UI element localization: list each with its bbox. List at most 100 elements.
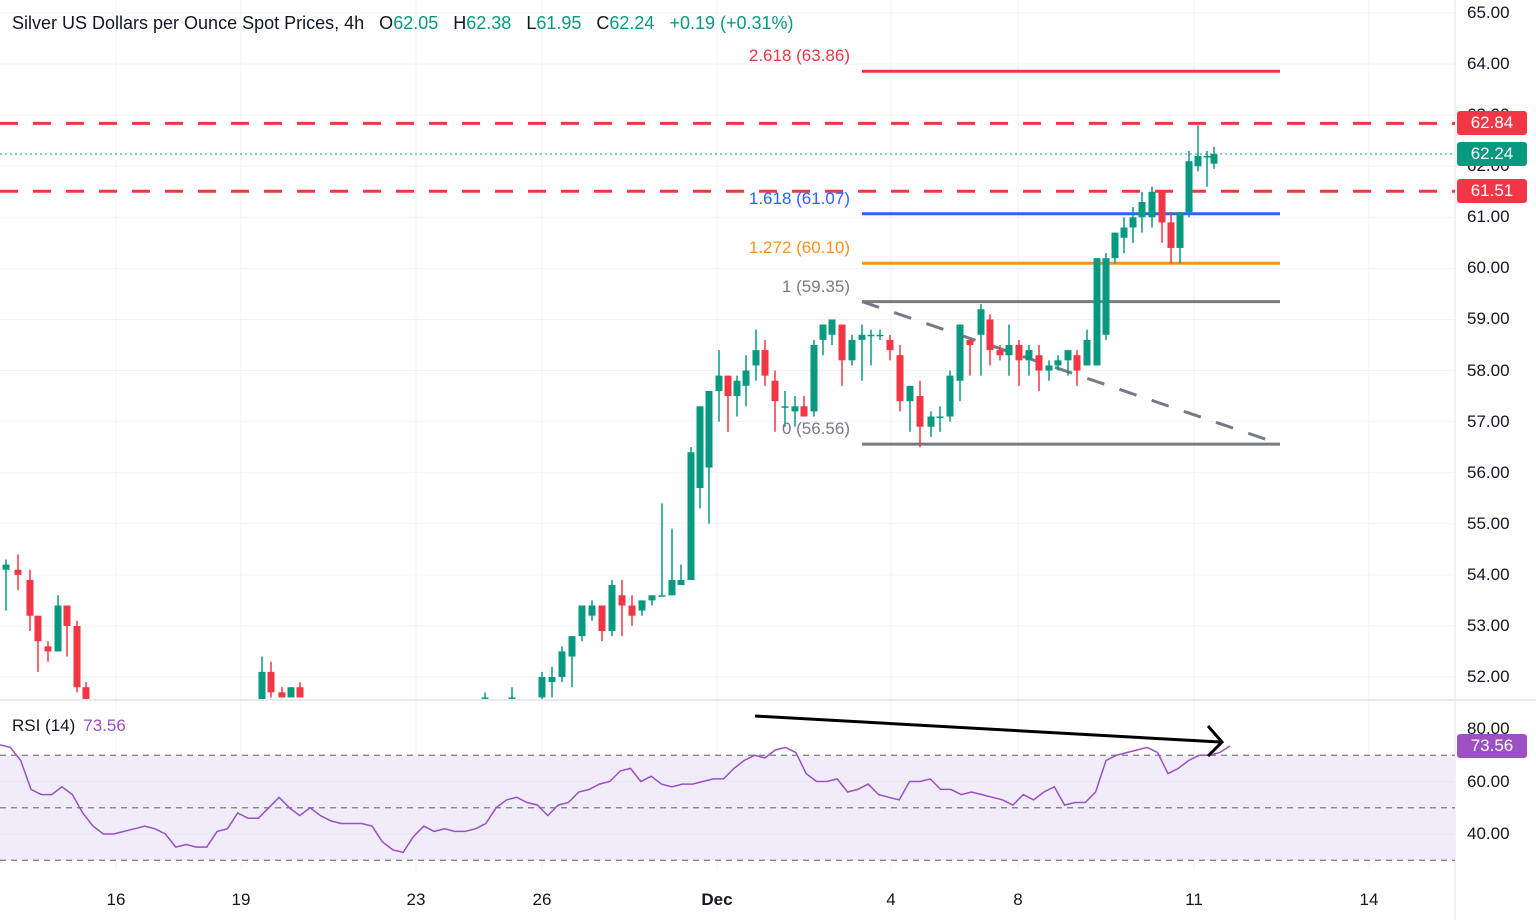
candle-body xyxy=(977,309,985,335)
change-value: +0.19 (+0.31%) xyxy=(669,13,794,33)
chart-legend: Silver US Dollars per Ounce Spot Prices,… xyxy=(12,13,794,34)
candle-body xyxy=(838,324,846,361)
candle-body xyxy=(54,605,62,652)
candle-body xyxy=(508,697,516,699)
candle-body xyxy=(858,334,866,340)
rsi-line xyxy=(0,744,1231,854)
candle-body xyxy=(287,687,295,698)
candle-body xyxy=(810,345,818,412)
candle-body xyxy=(1138,201,1146,218)
fib-label: 1 (59.35) xyxy=(781,276,850,296)
candle-body xyxy=(1035,355,1043,371)
candle-body xyxy=(1210,153,1218,164)
price-tick-label: 57.00 xyxy=(1467,411,1510,431)
price-tick-label: 61.00 xyxy=(1467,207,1510,227)
candle-body xyxy=(1015,345,1023,361)
candle-body xyxy=(1129,217,1137,228)
candle-body xyxy=(1176,212,1184,248)
candle-body xyxy=(1005,345,1013,356)
price-pane xyxy=(0,69,1455,699)
price-tag: 62.24 xyxy=(1457,141,1527,166)
rsi-tick-label: 60.00 xyxy=(1467,771,1510,791)
rsi-value: 73.56 xyxy=(83,716,126,735)
candle-body xyxy=(916,396,924,427)
high-value: 62.38 xyxy=(466,13,512,33)
candle-body xyxy=(82,687,90,699)
candle-body xyxy=(966,339,974,345)
rsi-legend: RSI (14) 73.56 xyxy=(12,716,126,736)
close-label: C xyxy=(596,13,610,33)
candle-body xyxy=(618,595,626,606)
candle-body xyxy=(608,585,616,632)
price-tick-label: 53.00 xyxy=(1467,615,1510,635)
candle-body xyxy=(1148,191,1156,218)
candle-body xyxy=(63,605,71,626)
candle-body xyxy=(628,605,636,616)
candle-body xyxy=(568,636,576,657)
candle-body xyxy=(715,375,723,391)
candle-body xyxy=(936,416,944,419)
candle-body xyxy=(867,334,875,337)
rsi-tick-label: 80.00 xyxy=(1467,719,1510,738)
candle-body xyxy=(648,595,656,601)
candle-body xyxy=(687,452,695,580)
open-value: 62.05 xyxy=(393,13,439,33)
time-tick-label: 23 xyxy=(406,890,426,909)
candle-body xyxy=(1194,156,1202,167)
candle-body xyxy=(724,375,732,397)
candle-body xyxy=(1064,350,1072,361)
divergence-line xyxy=(754,714,1221,744)
time-tick-label: 26 xyxy=(532,890,552,909)
candle-body xyxy=(705,390,713,468)
candle-body xyxy=(1093,258,1101,366)
time-tick-label: 19 xyxy=(231,890,251,909)
candle-body xyxy=(1120,227,1128,238)
candle-body xyxy=(548,677,556,683)
candle-body xyxy=(996,350,1004,356)
candle-body xyxy=(1102,258,1110,335)
price-tick-label: 59.00 xyxy=(1467,309,1510,329)
close-value: 62.24 xyxy=(609,13,655,33)
candle-body xyxy=(677,579,685,586)
price-tick-label: 64.00 xyxy=(1467,54,1510,74)
candle-body xyxy=(26,579,34,616)
descending-trendline xyxy=(861,300,1281,446)
candle-body xyxy=(1185,161,1193,213)
candle-body xyxy=(14,569,22,575)
arrow-head-icon xyxy=(1206,725,1225,758)
candle-body xyxy=(848,339,856,361)
candle-body xyxy=(986,319,994,351)
fib-label: 0 (56.56) xyxy=(781,419,850,439)
rsi-tick-label: 40.00 xyxy=(1467,824,1510,843)
candle-body xyxy=(956,324,964,381)
candle-body xyxy=(578,605,586,637)
time-tick-label: 8 xyxy=(1013,890,1023,909)
candle-body xyxy=(886,339,894,351)
price-tag: 61.51 xyxy=(1457,179,1527,204)
symbol-title: Silver US Dollars per Ounce Spot Prices,… xyxy=(12,13,365,33)
candle-body xyxy=(1167,222,1175,248)
candle-body xyxy=(481,697,489,699)
candle-body xyxy=(906,385,914,402)
candle-body xyxy=(296,687,304,698)
candle-body xyxy=(1025,350,1033,361)
candle-body xyxy=(1054,360,1062,366)
candle-body xyxy=(819,324,827,340)
price-tick-label: 55.00 xyxy=(1467,513,1510,533)
candle-body xyxy=(927,416,935,427)
candle-body xyxy=(1158,191,1166,223)
time-tick-label: Dec xyxy=(701,890,733,909)
time-tick-label: 16 xyxy=(106,890,126,909)
candle-body xyxy=(896,355,904,402)
candle-body xyxy=(658,595,666,597)
candle-body xyxy=(588,605,596,616)
candle-body xyxy=(73,625,81,688)
fib-label: 1.272 (60.10) xyxy=(748,238,850,258)
low-label: L xyxy=(526,13,537,33)
candle-body xyxy=(1203,156,1211,158)
price-tick-label: 52.00 xyxy=(1467,667,1510,686)
rsi-value-tag: 73.56 xyxy=(1457,733,1527,758)
candle-body xyxy=(876,334,884,337)
candle-body xyxy=(278,692,286,698)
